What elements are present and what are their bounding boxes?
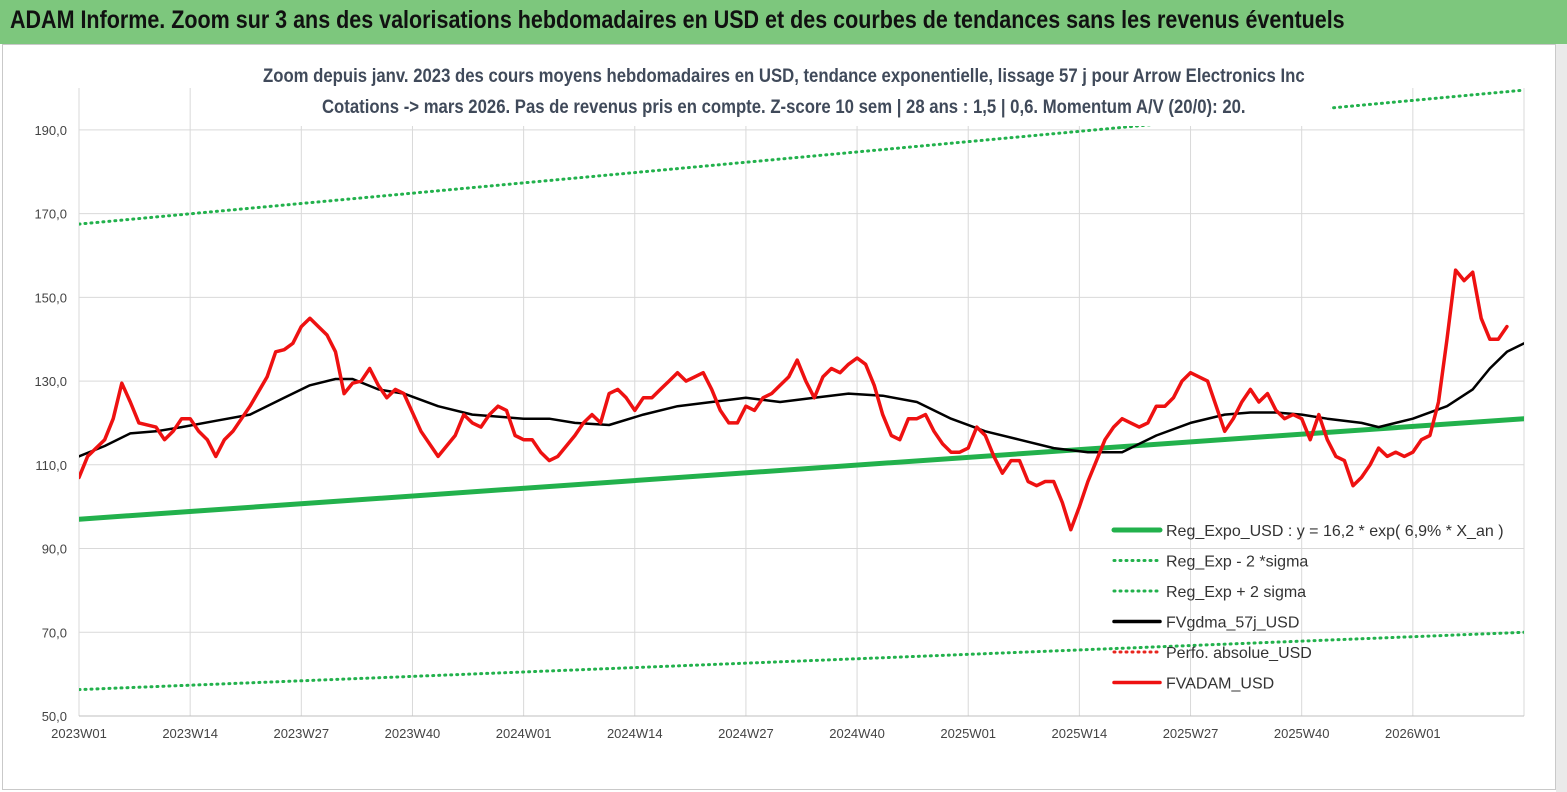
x-tick-label: 2025W14 (1052, 726, 1108, 741)
chart-title-background (230, 64, 1330, 126)
x-tick-label: 2024W01 (496, 726, 552, 741)
series-line-5 (79, 268, 1509, 532)
x-tick-label: 2023W40 (385, 726, 441, 741)
report-title: ADAM Informe. Zoom sur 3 ans des valoris… (10, 6, 1345, 34)
chart-title-line-1: Zoom depuis janv. 2023 des cours moyens … (262, 66, 1305, 87)
page-edge (1556, 44, 1567, 792)
legend-label: Reg_Expo_USD : y = 16,2 * exp( 6,9% * X_… (1166, 523, 1504, 540)
x-tick-label: 2023W01 (51, 726, 107, 741)
x-tick-label: 2026W01 (1385, 726, 1441, 741)
x-tick-label: 2024W14 (607, 726, 663, 741)
series-line-1 (79, 630, 1524, 692)
legend-label: Reg_Exp - 2 *sigma (1166, 554, 1308, 571)
chart-title-line-2: Cotations -> mars 2026. Pas de revenus p… (321, 97, 1246, 118)
series-line-2 (79, 88, 1524, 226)
y-tick-label: 110,0 (35, 458, 67, 473)
legend-label: Reg_Exp + 2 sigma (1166, 584, 1306, 601)
y-tick-label: 70,0 (42, 625, 67, 640)
y-tick-label: 130,0 (34, 374, 67, 389)
x-tick-label: 2024W40 (829, 726, 885, 741)
y-tick-label: 170,0 (34, 207, 67, 222)
series-line-3 (79, 342, 1524, 458)
series-line-0 (79, 416, 1524, 522)
x-tick-label: 2025W27 (1163, 726, 1219, 741)
x-tick-label: 2025W40 (1274, 726, 1330, 741)
y-tick-label: 90,0 (42, 542, 67, 557)
y-tick-label: 190,0 (34, 123, 67, 138)
y-tick-label: 50,0 (42, 709, 67, 724)
report-header: ADAM Informe. Zoom sur 3 ans des valoris… (0, 0, 1567, 44)
x-tick-label: 2023W27 (273, 726, 329, 741)
legend-label: FVgdma_57j_USD (1166, 615, 1299, 632)
y-tick-label: 150,0 (34, 290, 67, 305)
x-tick-label: 2024W27 (718, 726, 774, 741)
x-tick-label: 2025W01 (940, 726, 996, 741)
x-tick-label: 2023W14 (162, 726, 218, 741)
legend-label: FVADAM_USD (1166, 676, 1274, 693)
legend-label: Perfo. absolue_USD (1166, 645, 1312, 662)
